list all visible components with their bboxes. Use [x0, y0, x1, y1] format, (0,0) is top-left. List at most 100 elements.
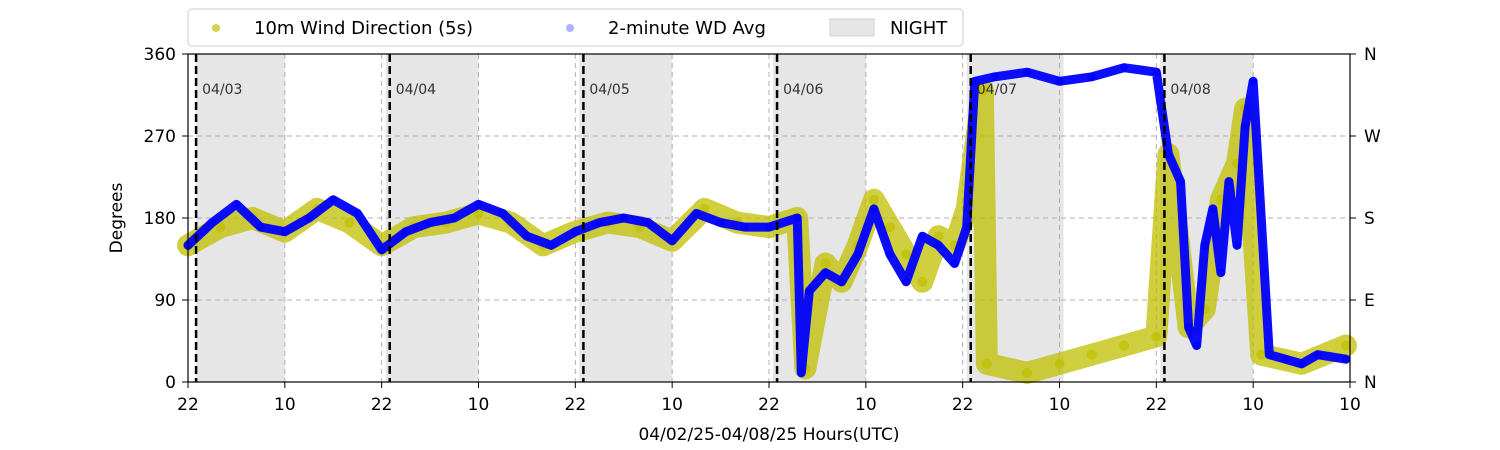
series-1-point-2 — [232, 200, 241, 209]
series-1-point-20 — [668, 236, 677, 245]
x-tick-label-4: 22 — [565, 395, 587, 415]
series-1-point-39 — [990, 72, 999, 81]
series-1-point-10 — [426, 218, 435, 227]
x-tick-label-9: 10 — [1049, 395, 1071, 415]
x-tick-label-8: 22 — [952, 395, 974, 415]
x-tick-label-10: 22 — [1146, 395, 1168, 415]
series-1-point-26 — [797, 368, 806, 377]
x-tick-label-5: 10 — [661, 395, 683, 415]
series-1-point-5 — [305, 214, 314, 222]
y2-tick-label-3: W — [1364, 127, 1381, 147]
series-1-point-18 — [619, 214, 628, 222]
series-1-point-24 — [765, 223, 773, 232]
series-0-point-27 — [917, 276, 928, 287]
legend-label-2: NIGHT — [890, 18, 948, 39]
legend-box — [187, 8, 964, 47]
y-axis-label: Degrees — [107, 182, 127, 253]
series-1-point-49 — [1200, 241, 1209, 250]
series-1-point-15 — [547, 241, 556, 250]
series-0-point-35 — [1086, 349, 1097, 360]
day-marker-label-1: 04/04 — [396, 82, 436, 98]
series-1-point-34 — [918, 232, 927, 241]
series-1-point-60 — [1341, 355, 1350, 364]
series-1-point-29 — [837, 277, 846, 286]
x-tick-label-1: 10 — [274, 395, 296, 415]
series-0-point-28 — [933, 231, 944, 242]
series-1-point-32 — [886, 250, 895, 259]
series-1-point-45 — [1164, 150, 1173, 159]
series-1-point-40 — [1023, 68, 1032, 77]
series-1-point-21 — [692, 209, 701, 218]
series-0-point-25 — [885, 222, 896, 233]
series-1-point-48 — [1192, 341, 1201, 350]
x-tick-label-7: 10 — [855, 395, 877, 415]
series-0-point-46 — [1340, 340, 1351, 351]
series-0-point-21 — [820, 258, 831, 269]
series-0-point-9 — [473, 208, 484, 219]
series-1 — [183, 63, 1351, 378]
legend-marker-0 — [212, 24, 220, 32]
day-marker-label-3: 04/06 — [783, 82, 823, 98]
y2-tick-label-4: N — [1364, 45, 1377, 65]
series-1-point-56 — [1265, 350, 1274, 359]
day-markers: 04/03 04/04 04/05 04/06 04/07 04/08 — [194, 54, 1211, 382]
series-1-point-43 — [1120, 63, 1129, 72]
series-0-point-36 — [1119, 340, 1130, 351]
series-1-point-35 — [934, 241, 943, 250]
series-1-point-30 — [853, 250, 862, 259]
series-0-point-33 — [1022, 367, 1033, 378]
x-tick-label-11: 10 — [1242, 395, 1264, 415]
series-1-point-58 — [1297, 359, 1306, 368]
x-tick-label-2: 22 — [371, 395, 393, 415]
series-1-point-1 — [208, 218, 217, 227]
series-1-point-36 — [950, 259, 959, 268]
series-1-point-17 — [595, 218, 604, 227]
series-1-point-27 — [805, 286, 814, 295]
y-tick-label-1: 90 — [154, 291, 176, 311]
series-0-point-32 — [981, 358, 992, 369]
y2-tick-label-1: E — [1364, 291, 1375, 311]
series-0-point-26 — [901, 249, 912, 260]
series-0-point-24 — [868, 194, 879, 205]
y-tick-label-3: 270 — [144, 127, 176, 147]
series-0-point-5 — [344, 217, 355, 228]
legend: 10m Wind Direction (5s) 2-minute WD Avg NI… — [187, 8, 964, 47]
series-1-point-11 — [450, 214, 459, 222]
x-tick-label-0: 22 — [177, 395, 199, 415]
series-0-point-1 — [215, 222, 226, 233]
x-tick-label-12: 10 — [1339, 395, 1361, 415]
series-1-point-57 — [1281, 355, 1290, 364]
series-1-point-44 — [1152, 68, 1161, 77]
y2-tick-label-0: N — [1364, 373, 1377, 393]
x-axis-label: 04/02/25-04/08/25 Hours(UTC) — [638, 425, 899, 445]
series-1-point-59 — [1313, 350, 1322, 359]
series-1-point-38 — [970, 77, 979, 86]
series-0-point-31 — [977, 85, 988, 96]
legend-label-1: 2-minute WD Avg — [608, 18, 766, 39]
series-1-point-55 — [1249, 77, 1258, 86]
series-1-point-31 — [869, 204, 878, 213]
y-tick-label-2: 180 — [144, 209, 176, 229]
series-1-point-37 — [962, 223, 971, 232]
series-1-point-41 — [1055, 77, 1064, 86]
series-1-point-8 — [377, 245, 386, 254]
y-tick-label-0: 0 — [165, 373, 176, 393]
series-1-point-47 — [1184, 323, 1193, 332]
series-1-point-14 — [522, 232, 531, 241]
day-marker-label-0: 04/03 — [202, 82, 242, 98]
series-1-point-6 — [329, 195, 338, 204]
series-marks — [177, 63, 1357, 384]
x-tick-label-6: 22 — [758, 395, 780, 415]
series-1-point-12 — [474, 200, 483, 209]
legend-marker-2 — [829, 18, 875, 37]
series-1-point-52 — [1224, 177, 1233, 186]
series-0-point-37 — [1151, 331, 1162, 342]
axes: 22 10 22 10 22 10 22 10 22 10 22 10 10 0 N 90 E 180 S 270 W 3… — [144, 45, 1381, 415]
series-1-point-3 — [256, 223, 265, 232]
series-1-point-7 — [353, 209, 362, 218]
series-1-point-23 — [740, 223, 749, 232]
series-0-point-44 — [1256, 349, 1267, 360]
series-1-point-4 — [280, 227, 289, 236]
series-1-point-33 — [902, 277, 911, 286]
